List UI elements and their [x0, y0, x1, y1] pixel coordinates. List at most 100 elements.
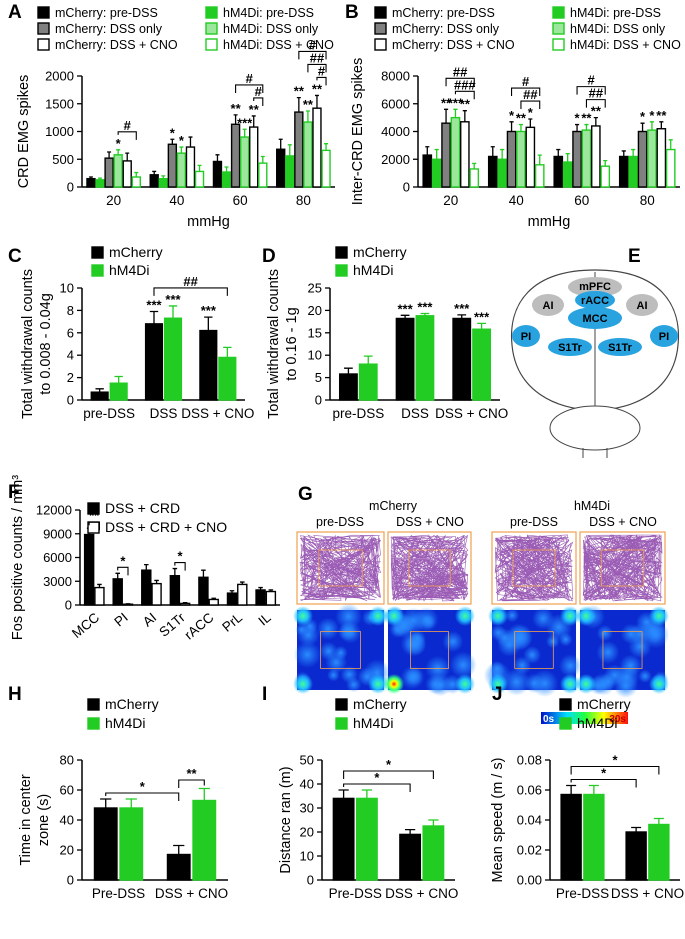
y-tick-label: 2 [67, 370, 74, 385]
legend-label: hM4Di [105, 715, 145, 731]
heat-blob [576, 674, 596, 694]
significance-label: * [509, 108, 515, 123]
bar [561, 795, 581, 881]
x-tick-label: PI [111, 610, 130, 630]
y-tick-label: 0 [65, 598, 72, 613]
region-label: AI [543, 300, 554, 312]
bar [573, 132, 581, 188]
y-tick-label: 25 [308, 281, 322, 296]
legend-label: DSS + CRD + CNO [105, 519, 227, 535]
x-tick-label: Pre-DSS [556, 886, 609, 901]
x-tick-label: DSS + CNO [155, 886, 228, 901]
bar [582, 130, 590, 187]
heat-blob [559, 654, 582, 677]
error-bar [519, 125, 523, 132]
legend-label: mCherry [577, 696, 631, 712]
comparison-label: * [177, 549, 183, 564]
panel-label: C [8, 246, 22, 267]
error-bar [566, 154, 570, 162]
legend-swatch [92, 247, 103, 258]
x-tick-label: rACC [182, 610, 217, 643]
comparison-bracket [344, 771, 434, 779]
comparison-bracket [118, 132, 136, 140]
legend-swatch [336, 247, 347, 258]
condition-label: DSS + CNO [589, 515, 657, 529]
comparison-label: * [374, 770, 380, 785]
bar [232, 124, 240, 187]
error-bar [425, 147, 429, 155]
bar [259, 163, 267, 187]
y-tick-label: 10 [300, 849, 314, 864]
significance-label: *** [454, 301, 470, 316]
bar [87, 179, 95, 187]
bar [223, 172, 231, 187]
bar [168, 144, 176, 187]
error-bar [405, 830, 415, 835]
x-tick-label: 20 [443, 193, 458, 208]
error-bar [528, 119, 532, 127]
y-tick-label: 10 [308, 348, 322, 363]
error-bar [654, 819, 664, 825]
y-tick-label: 15 [308, 325, 322, 340]
y-tick-label: 6000 [381, 96, 410, 111]
legend-label: DSS + CRD [105, 500, 180, 516]
error-bar [173, 569, 178, 576]
heat-blob [649, 674, 669, 694]
x-tick-label: 20 [106, 193, 121, 208]
bar [340, 374, 357, 400]
bar [416, 316, 433, 400]
error-bar [364, 356, 373, 364]
significance-label: * [649, 108, 655, 123]
legend-label: mCherry: DSS + CNO [392, 38, 515, 52]
bar [241, 137, 249, 187]
x-tick-label: PrL [219, 609, 245, 634]
y-tick-label: 30 [300, 801, 314, 816]
legend-label: mCherry: pre-DSS [55, 6, 158, 20]
y-tick-label: 80 [60, 753, 74, 768]
x-tick-label: 40 [509, 193, 524, 208]
region-label: mPFC [579, 281, 611, 293]
legend-swatch [560, 699, 571, 710]
error-bar [669, 140, 673, 150]
bar [638, 132, 646, 188]
error-bar [500, 150, 504, 160]
y-axis-label: to 0.008 - 0.04g [38, 293, 54, 395]
bar [105, 158, 113, 187]
legend-label: mCherry: DSS only [55, 22, 163, 36]
condition-label: pre-DSS [316, 515, 364, 529]
x-tick-label: 60 [233, 193, 248, 208]
y-tick-label: 10 [60, 281, 74, 296]
y-axis-label: Time in center [18, 774, 34, 865]
heat-blob [576, 606, 596, 626]
error-bar [556, 150, 560, 157]
legend-label: mCherry: pre-DSS [392, 6, 495, 20]
heat-blob [532, 608, 554, 630]
bar [209, 599, 218, 605]
bar [120, 808, 142, 880]
y-tick-label: 3000 [43, 574, 72, 589]
bar [110, 383, 127, 400]
x-tick-label: DSS + CNO [435, 406, 508, 421]
error-bar [362, 790, 372, 798]
y-tick-label: 0.06 [517, 783, 542, 798]
bar [592, 126, 600, 187]
y-tick-label: 0 [67, 873, 74, 888]
x-axis-label: mmHg [187, 214, 230, 230]
bar [564, 162, 572, 187]
significance-label: * [575, 111, 581, 126]
significance-label: *** [397, 301, 413, 316]
panel-label: H [8, 684, 22, 705]
legend-swatch [38, 39, 49, 50]
y-tick-label: 20 [308, 303, 322, 318]
y-tick-label: 8000 [381, 69, 410, 84]
significance-label: ** [249, 102, 260, 117]
comparison-label: * [386, 757, 392, 772]
y-tick-label: 2000 [381, 152, 410, 167]
x-tick-label: Pre-DSS [92, 886, 145, 901]
error-bar [453, 109, 457, 117]
comparison-bracket [344, 784, 411, 792]
heat-blob [523, 646, 541, 664]
region-label: S1Tr [558, 342, 583, 354]
legend-swatch [336, 718, 347, 729]
